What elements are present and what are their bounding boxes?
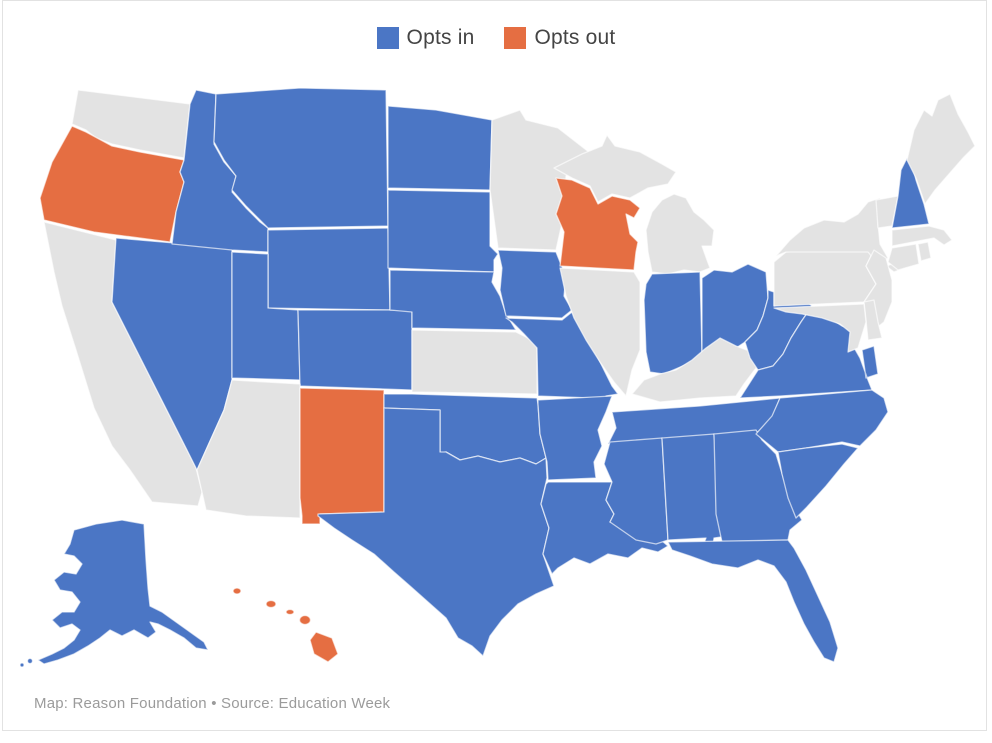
- state-wisconsin[interactable]: [555, 177, 641, 271]
- state-connecticut[interactable]: [887, 243, 920, 271]
- state-south-dakota[interactable]: [387, 189, 499, 273]
- legend-item-opts-in: Opts in: [376, 26, 475, 50]
- legend-label-opts-out: Opts out: [534, 26, 616, 49]
- legend: Opts in Opts out: [0, 26, 992, 50]
- legend-item-opts-out: Opts out: [504, 26, 615, 50]
- state-florida[interactable]: [667, 539, 839, 663]
- state-montana[interactable]: [213, 87, 389, 229]
- state-wyoming[interactable]: [267, 227, 391, 311]
- state-massachusetts[interactable]: [891, 225, 953, 247]
- caption: Map: Reason Foundation • Source: Educati…: [34, 695, 391, 712]
- state-kansas[interactable]: [411, 329, 538, 395]
- state-hawaii[interactable]: [232, 587, 339, 663]
- state-arkansas[interactable]: [537, 395, 613, 481]
- state-new-mexico[interactable]: [299, 387, 385, 525]
- opts-out-swatch-icon: [504, 27, 527, 49]
- state-rhode-island[interactable]: [917, 241, 932, 262]
- legend-label-opts-in: Opts in: [406, 26, 475, 49]
- state-new-hampshire[interactable]: [891, 157, 930, 229]
- state-kentucky[interactable]: [631, 337, 767, 403]
- state-maine[interactable]: [906, 93, 976, 205]
- opts-in-swatch-icon: [376, 27, 399, 49]
- state-alaska[interactable]: [19, 519, 209, 668]
- state-maryland[interactable]: [773, 303, 867, 353]
- state-north-dakota[interactable]: [387, 105, 493, 191]
- state-illinois[interactable]: [559, 267, 641, 397]
- state-texas[interactable]: [317, 407, 555, 657]
- state-washington[interactable]: [71, 89, 191, 159]
- state-minnesota[interactable]: [489, 109, 595, 251]
- state-colorado[interactable]: [297, 309, 413, 391]
- state-south-carolina[interactable]: [777, 443, 859, 519]
